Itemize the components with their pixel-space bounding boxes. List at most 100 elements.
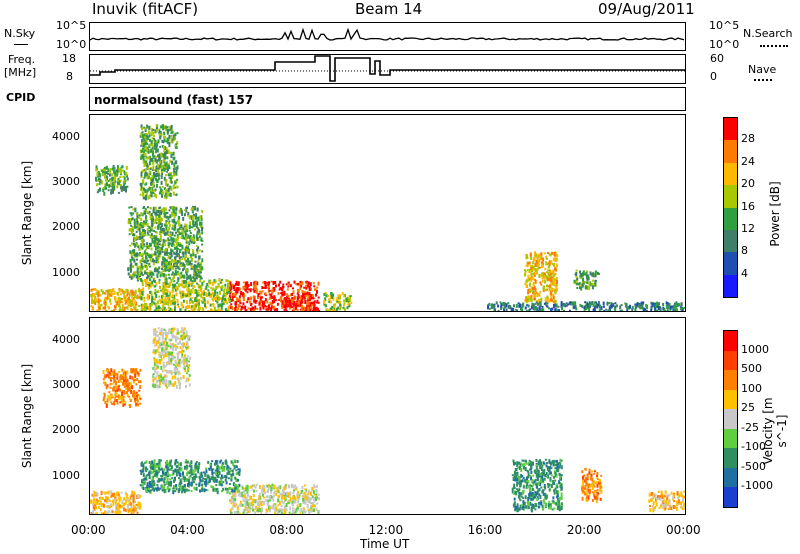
heatmap-cell xyxy=(198,274,201,278)
heatmap-cell xyxy=(543,272,546,276)
heatmap-cell xyxy=(146,293,149,296)
heatmap-cell xyxy=(293,304,296,307)
heatmap-cell xyxy=(304,494,307,499)
heatmap-cell xyxy=(128,509,131,513)
heatmap-cell xyxy=(182,227,185,231)
heatmap-cell xyxy=(175,166,178,170)
heatmap-cell xyxy=(229,298,232,302)
heatmap-cell xyxy=(540,308,543,311)
heatmap-cell xyxy=(174,256,177,260)
heatmap-cell xyxy=(165,220,168,222)
freq-tick-high: 18 xyxy=(62,52,76,65)
heatmap-cell xyxy=(254,283,257,288)
heatmap-cell xyxy=(182,293,184,297)
heatmap-cell xyxy=(109,182,112,185)
heatmap-cell xyxy=(155,294,158,298)
heatmap-cell xyxy=(176,237,179,242)
heatmap-cell xyxy=(180,271,183,274)
heatmap-cell xyxy=(156,148,159,153)
heatmap-cell xyxy=(189,274,192,279)
heatmap-cell xyxy=(174,264,177,266)
heatmap-cell xyxy=(151,216,154,220)
heatmap-cell xyxy=(291,503,294,507)
heatmap-cell xyxy=(158,466,161,470)
heatmap-cell xyxy=(587,286,590,291)
heatmap-cell xyxy=(136,396,138,400)
heatmap-cell xyxy=(113,385,116,389)
heatmap-cell xyxy=(188,338,191,341)
heatmap-cell xyxy=(181,246,184,250)
heatmap-cell xyxy=(191,226,194,229)
heatmap-cell xyxy=(548,300,551,303)
heatmap-cell xyxy=(593,301,596,305)
heatmap-cell xyxy=(183,365,186,370)
heatmap-cell xyxy=(137,375,140,378)
heatmap-cell xyxy=(145,466,147,471)
heatmap-cell xyxy=(244,288,247,292)
heatmap-cell xyxy=(166,350,168,354)
heatmap-cell xyxy=(528,261,531,265)
heatmap-cell xyxy=(161,250,164,253)
heatmap-cell xyxy=(132,393,134,398)
heatmap-cell xyxy=(159,360,162,365)
heatmap-cell xyxy=(177,261,180,264)
heatmap-cell xyxy=(159,131,162,134)
heatmap-cell xyxy=(151,146,154,150)
heatmap-cell xyxy=(97,294,100,297)
heatmap-cell xyxy=(147,148,150,152)
heatmap-cell xyxy=(286,299,289,303)
heatmap-cell xyxy=(626,306,629,310)
heatmap-cell xyxy=(201,231,204,235)
heatmap-cell xyxy=(111,173,114,177)
heatmap-cell xyxy=(128,292,131,297)
heatmap-cell xyxy=(288,499,291,502)
heatmap-cell xyxy=(114,175,117,179)
heatmap-cell xyxy=(174,179,177,182)
heatmap-cell xyxy=(257,293,260,297)
heatmap-cell xyxy=(554,308,557,311)
heatmap-cell xyxy=(315,507,318,511)
heatmap-cell xyxy=(152,165,155,170)
heatmap-cell xyxy=(175,264,178,267)
heatmap-cell xyxy=(169,267,172,271)
heatmap-cell xyxy=(162,282,165,286)
heatmap-cell xyxy=(142,155,144,159)
heatmap-cell xyxy=(624,302,627,305)
heatmap-cell xyxy=(104,510,106,514)
heatmap-cell xyxy=(292,287,294,290)
heatmap-cell xyxy=(246,491,249,494)
heatmap-cell xyxy=(178,243,181,247)
heatmap-cell xyxy=(200,217,203,222)
heatmap-cell xyxy=(241,493,244,497)
heatmap-cell xyxy=(239,500,242,505)
heatmap-cell xyxy=(140,243,143,248)
heatmap-cell xyxy=(154,289,157,291)
heatmap-cell xyxy=(540,297,543,302)
heatmap-cell xyxy=(171,473,174,476)
heatmap-cell xyxy=(140,172,143,177)
heatmap-cell xyxy=(106,496,109,499)
heatmap-cell xyxy=(179,262,182,265)
heatmap-cell xyxy=(96,172,99,177)
heatmap-cell xyxy=(179,358,182,362)
heatmap-cell xyxy=(212,471,215,474)
heatmap-cell xyxy=(165,274,168,276)
heatmap-cell xyxy=(219,460,222,464)
heatmap-cell xyxy=(126,305,129,310)
heatmap-cell xyxy=(337,306,340,310)
heatmap-cell xyxy=(231,283,234,286)
heatmap-cell xyxy=(532,268,535,271)
heatmap-cell xyxy=(263,485,266,489)
velocity-heatmap xyxy=(90,327,685,514)
heatmap-cell xyxy=(149,207,152,210)
heatmap-cell xyxy=(671,305,674,308)
heatmap-cell xyxy=(157,361,160,364)
heatmap-cell xyxy=(548,285,550,288)
heatmap-cell xyxy=(158,359,161,362)
heatmap-cell xyxy=(173,135,176,140)
heatmap-cell xyxy=(172,237,175,242)
heatmap-cell xyxy=(235,484,237,487)
heatmap-cell xyxy=(280,292,283,295)
heatmap-cell xyxy=(187,234,190,239)
heatmap-cell xyxy=(96,309,99,311)
